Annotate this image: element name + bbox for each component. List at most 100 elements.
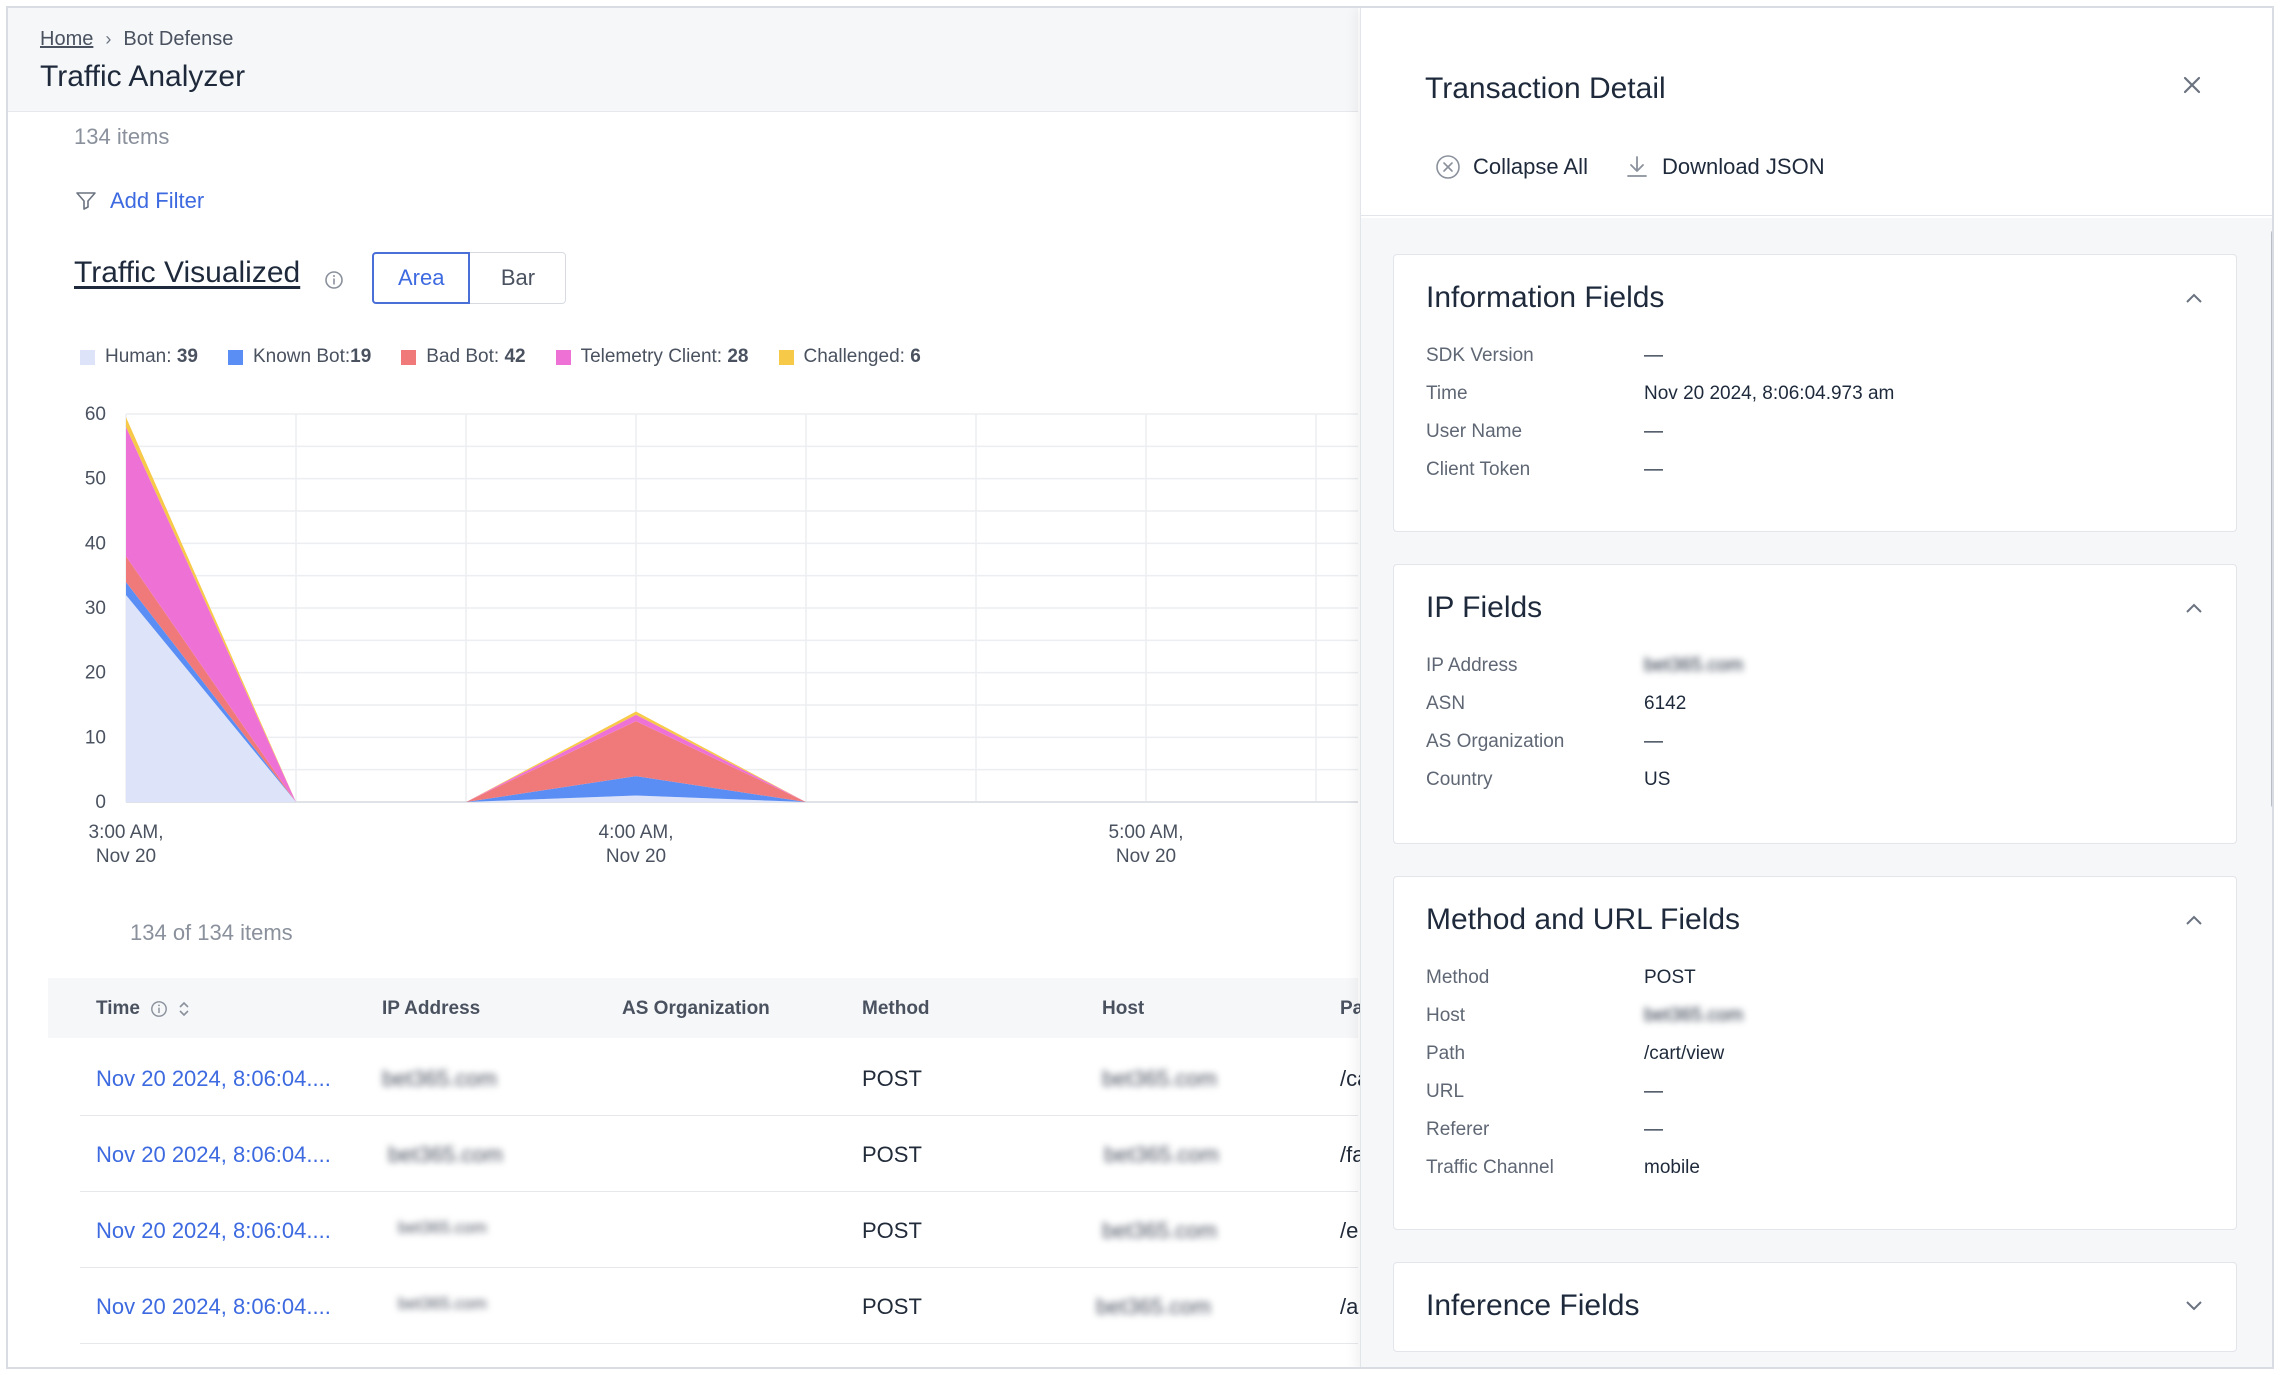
row-host: bet365.com <box>1096 1294 1211 1319</box>
field-key: Path <box>1426 1043 1466 1064</box>
column-header-as-organization[interactable]: AS Organization <box>622 998 770 1019</box>
tab-area[interactable]: Area <box>372 252 471 304</box>
legend-label: Challenged: 6 <box>803 346 921 367</box>
legend-label: Telemetry Client: 28 <box>580 346 749 367</box>
legend-label: Bad Bot: 42 <box>426 346 526 367</box>
row-time-link[interactable]: Nov 20 2024, 8:06:04.... <box>96 1294 331 1319</box>
column-header-host[interactable]: Host <box>1102 998 1145 1019</box>
field-key: Host <box>1426 1005 1466 1026</box>
breadcrumb-home-link[interactable]: Home <box>40 28 94 50</box>
page-header: Home › Bot Defense Traffic Analyzer <box>8 8 1358 112</box>
ip-fields-card: IP Fields IP Address bet365.com ASN 6142 A… <box>1393 564 2237 844</box>
row-time-link[interactable]: Nov 20 2024, 8:06:04.... <box>96 1066 331 1091</box>
x-tick-label: Nov 20 <box>96 846 156 867</box>
chevron-up-icon[interactable] <box>2184 291 2204 305</box>
legend-item-telemetry-client[interactable]: Telemetry Client: 28 <box>555 346 749 368</box>
info-icon[interactable] <box>150 1000 168 1018</box>
breadcrumb: Home › Bot Defense <box>40 28 233 51</box>
legend-swatch <box>80 349 95 365</box>
x-tick-label: Nov 20 <box>606 846 666 867</box>
download-json-label: Download JSON <box>1661 154 1825 179</box>
field-key: Referer <box>1426 1119 1490 1140</box>
app-frame: Home › Bot Defense Traffic Analyzer 134 … <box>6 6 2274 1369</box>
legend-label: Known Bot:19 <box>252 346 372 367</box>
column-header-path[interactable]: Pa <box>1340 998 1364 1019</box>
row-ip-address: bet365.com <box>398 1294 487 1313</box>
area-series-telemetry-client <box>126 426 1358 802</box>
traffic-visualized-title[interactable]: Traffic Visualized <box>74 256 301 289</box>
field-key: Traffic Channel <box>1426 1157 1554 1178</box>
row-time-link[interactable]: Nov 20 2024, 8:06:04.... <box>96 1142 331 1167</box>
row-host: bet365.com <box>1102 1066 1217 1091</box>
inference-fields-card[interactable]: Inference Fields <box>1393 1262 2237 1352</box>
drawer-scrollbar[interactable] <box>2271 230 2272 808</box>
field-value: — <box>1644 1081 1663 1102</box>
column-header-ip-address[interactable]: IP Address <box>382 998 481 1019</box>
y-tick-label: 40 <box>85 533 106 554</box>
field-key: Time <box>1426 383 1468 404</box>
card-title: Information Fields <box>1426 281 1665 314</box>
chevron-up-icon[interactable] <box>2184 913 2204 927</box>
field-value: — <box>1644 421 1663 442</box>
row-method: POST <box>862 1294 922 1319</box>
legend-item-challenged[interactable]: Challenged: 6 <box>778 346 921 368</box>
close-icon[interactable] <box>2181 74 2203 96</box>
table-row[interactable]: Nov 20 2024, 8:06:04.... bet365.com POST… <box>80 1040 1369 1116</box>
information-fields-card: Information Fields SDK Version — Time Nov … <box>1393 254 2237 532</box>
download-json-button[interactable]: Download JSON <box>1624 154 1825 180</box>
row-method: POST <box>862 1218 922 1243</box>
collapse-all-button[interactable]: Collapse All <box>1435 154 1588 180</box>
x-tick-label: 4:00 AM, <box>599 822 674 843</box>
y-tick-label: 30 <box>85 598 106 619</box>
legend-swatch <box>778 349 794 365</box>
field-value: — <box>1644 1119 1663 1140</box>
field-value: 6142 <box>1644 693 1687 714</box>
row-ip-address: bet365.com <box>398 1218 487 1237</box>
row-host: bet365.com <box>1102 1218 1217 1243</box>
column-header-method[interactable]: Method <box>862 998 930 1019</box>
field-value: POST <box>1644 967 1696 988</box>
chevron-down-icon[interactable] <box>2184 1299 2204 1313</box>
field-key: URL <box>1426 1081 1465 1102</box>
row-ip-address: bet365.com <box>388 1142 503 1167</box>
legend-item-human[interactable]: Human: 39 <box>80 346 198 368</box>
legend-item-known-bot[interactable]: Known Bot:19 <box>227 346 372 368</box>
table-row[interactable]: Nov 20 2024, 8:06:04.... bet365.com POST… <box>80 1268 1358 1344</box>
chevron-right-icon: › <box>105 29 112 49</box>
legend-swatch <box>555 349 571 365</box>
y-tick-label: 20 <box>85 663 106 684</box>
table-row[interactable]: Nov 20 2024, 8:06:04.... bet365.com POST… <box>80 1116 1364 1192</box>
info-icon[interactable] <box>324 270 344 290</box>
row-ip-address: bet365.com <box>382 1066 497 1091</box>
field-key: ASN <box>1426 693 1466 714</box>
field-value: bet365.com <box>1644 1005 1744 1026</box>
y-tick-label: 0 <box>95 792 106 813</box>
add-filter-button[interactable]: Add Filter <box>74 188 204 214</box>
field-value: bet365.com <box>1644 655 1744 676</box>
field-key: Country <box>1426 769 1493 790</box>
field-key: SDK Version <box>1426 345 1534 366</box>
column-header-time[interactable]: Time <box>96 998 190 1020</box>
field-key: IP Address <box>1426 655 1518 676</box>
row-path: /a <box>1340 1294 1359 1319</box>
sort-icon[interactable] <box>178 1000 190 1018</box>
field-value: — <box>1644 345 1663 366</box>
chart-type-toggle: Area Bar <box>372 252 567 304</box>
drawer-body: Information Fields SDK Version — Time Nov … <box>1361 218 2272 1367</box>
card-title: Inference Fields <box>1426 1289 1640 1322</box>
row-time-link[interactable]: Nov 20 2024, 8:06:04.... <box>96 1218 331 1243</box>
card-title: Method and URL Fields <box>1426 903 1741 936</box>
legend-swatch <box>227 349 243 365</box>
collapse-circle-x-icon <box>1436 155 1460 179</box>
drawer-header: Transaction Detail Collapse All Download… <box>1361 8 2272 216</box>
table-row[interactable]: Nov 20 2024, 8:06:04.... bet365.com POST… <box>80 1192 1358 1268</box>
field-value: Nov 20 2024, 8:06:04.973 am <box>1644 383 1895 404</box>
legend-item-bad-bot[interactable]: Bad Bot: 42 <box>401 346 526 368</box>
field-key: AS Organization <box>1426 731 1565 752</box>
column-label: Time <box>96 998 141 1019</box>
chevron-up-icon[interactable] <box>2184 601 2204 615</box>
field-key: Client Token <box>1426 459 1531 480</box>
y-tick-label: 50 <box>85 469 106 490</box>
tab-bar[interactable]: Bar <box>470 252 567 304</box>
download-icon <box>1627 156 1647 177</box>
